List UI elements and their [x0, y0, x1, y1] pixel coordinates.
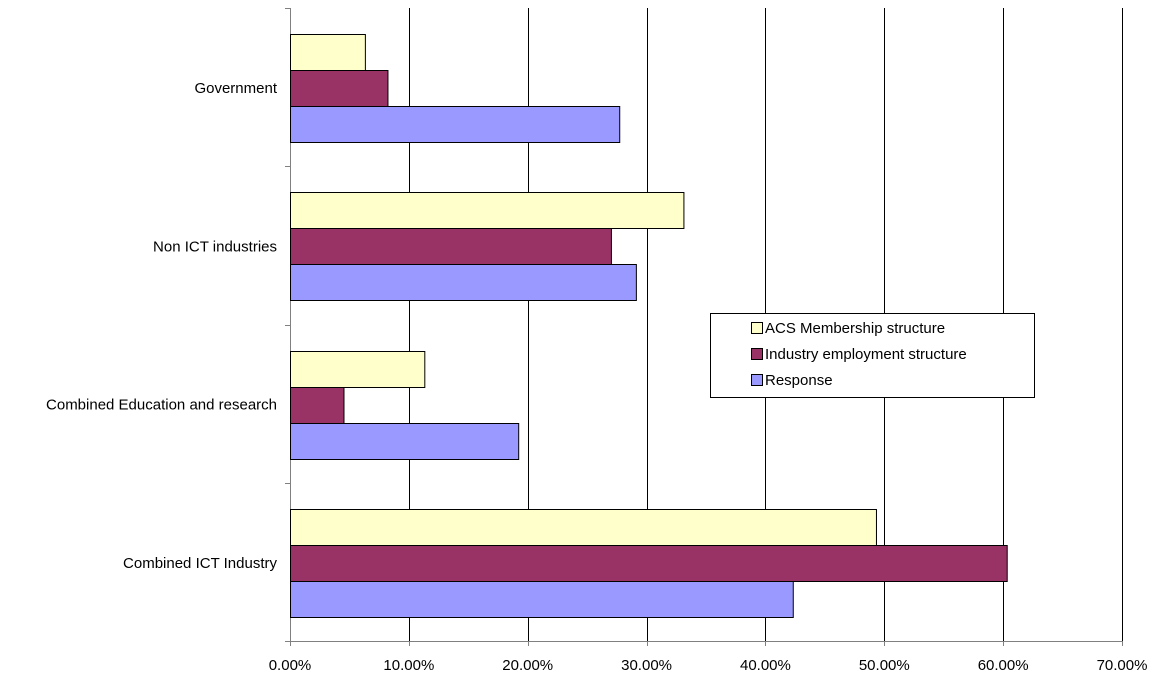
x-tick-labels: 0.00% 10.00% 20.00% 30.00% 40.00% 50.00% 60.00… [269, 657, 1148, 674]
x-tick-label: 40.00% [740, 657, 791, 674]
x-tick-label: 70.00% [1097, 657, 1148, 674]
legend-label: Response [765, 372, 833, 389]
bar-response-2 [290, 423, 520, 460]
category-labels: Government Non ICT industries Combined Edu… [46, 80, 278, 572]
bar-industry-employment-structure-1 [290, 228, 612, 265]
legend: ACS Membership structure Industry employm… [710, 313, 1035, 398]
bar-acs-membership-structure-2 [290, 351, 426, 388]
category-label: Non ICT industries [153, 238, 277, 255]
bar-response-0 [290, 106, 621, 143]
legend-box [710, 313, 1035, 398]
category-label: Government [194, 80, 277, 97]
bar-industry-employment-structure-0 [290, 70, 389, 107]
bar-acs-membership-structure-3 [290, 509, 877, 546]
legend-swatch [751, 322, 763, 334]
legend-swatch [751, 348, 763, 360]
bar-acs-membership-structure-0 [290, 34, 366, 71]
bars [290, 34, 1008, 618]
bar-response-1 [290, 264, 637, 301]
bar-response-3 [290, 581, 794, 618]
bar-industry-employment-structure-2 [290, 387, 345, 424]
x-tick-label: 0.00% [269, 657, 312, 674]
x-tick-label: 20.00% [502, 657, 553, 674]
bar-acs-membership-structure-1 [290, 192, 685, 229]
x-tick-label: 60.00% [978, 657, 1029, 674]
category-label: Combined Education and research [46, 397, 277, 414]
x-tick-label: 10.00% [383, 657, 434, 674]
legend-swatch [751, 374, 763, 386]
x-tick-label: 50.00% [859, 657, 910, 674]
legend-label: Industry employment structure [765, 346, 967, 363]
x-tick-label: 30.00% [621, 657, 672, 674]
bar-industry-employment-structure-3 [290, 545, 1008, 582]
category-label: Combined ICT Industry [123, 555, 277, 572]
legend-label: ACS Membership structure [765, 320, 945, 337]
